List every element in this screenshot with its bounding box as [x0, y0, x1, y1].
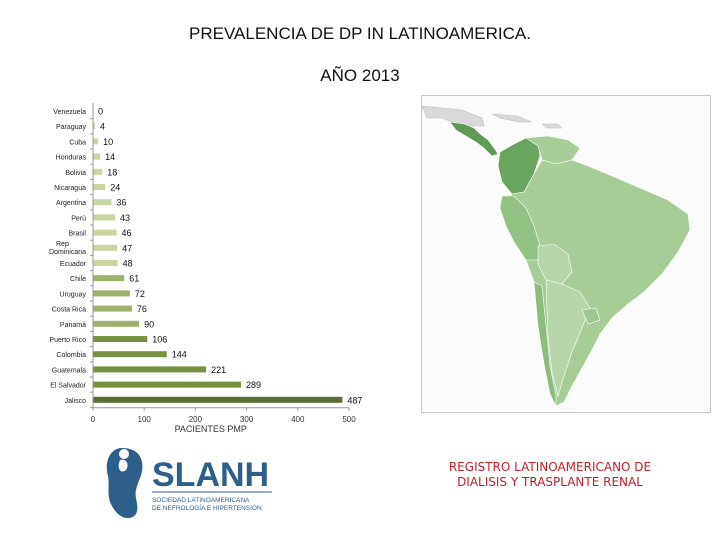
logo-tagline-1: SOCIEDAD LATINOAMERICANA — [152, 497, 250, 504]
value-label-uruguay: 72 — [135, 289, 145, 299]
bar-chile — [93, 275, 125, 282]
bar-ecuador — [93, 260, 118, 266]
value-label-guatemala: 221 — [211, 365, 226, 375]
bar-brasil — [93, 229, 117, 236]
x-tick-label: 0 — [91, 415, 96, 424]
category-label-ecuador: Ecuador — [60, 261, 87, 268]
value-label-puerto-rico: 106 — [152, 335, 167, 345]
value-label-rep-dominicana: 47 — [122, 243, 132, 253]
category-label-chile: Chile — [70, 276, 86, 283]
figure-head-icon — [119, 449, 129, 459]
prevalence-bar-chart: Venezuela 0 Paraguay 4 Cuba 10 Honduras 14 Boliv… — [49, 103, 362, 434]
map-chile — [533, 281, 557, 407]
map-argentina — [545, 279, 591, 398]
bar-paraguay — [93, 123, 96, 130]
category-label-paraguay: Paraguay — [56, 124, 86, 131]
value-label-panama: 90 — [144, 319, 154, 329]
category-label-honduras: Honduras — [56, 155, 87, 162]
x-axis-label: PACIENTES PMP — [175, 424, 247, 434]
x-tick-label: 400 — [291, 415, 305, 424]
bar-argentina — [93, 199, 112, 206]
map-central-america — [449, 121, 499, 157]
bar-nicaragua — [93, 184, 106, 190]
value-label-el-salvador: 289 — [246, 380, 261, 390]
value-label-honduras: 14 — [105, 152, 115, 162]
map-uruguay — [581, 307, 601, 325]
value-label-bolivia: 18 — [107, 167, 117, 177]
bar-el-salvador — [93, 381, 241, 388]
logo-name: SLANH — [152, 456, 269, 494]
value-label-venezuela: 0 — [98, 107, 103, 117]
bar-puerto-rico — [93, 336, 148, 342]
registry-caption: REGISTRO LATINOAMERICANO DE DIALISIS Y T… — [410, 460, 690, 490]
value-label-costa-rica: 76 — [137, 304, 147, 314]
value-label-argentina: 36 — [116, 198, 126, 208]
category-label-argentina: Argentina — [56, 200, 86, 207]
bar-honduras — [93, 153, 101, 160]
category-label-guatemala: Guatemala — [52, 367, 86, 374]
category-label-venezuela: Venezuela — [53, 109, 86, 116]
map-caribbean — [491, 113, 563, 129]
category-label-bolivia: Bolivia — [65, 170, 86, 177]
bar-panama — [93, 320, 140, 327]
value-label-cuba: 10 — [103, 137, 113, 147]
logo-tagline-2: DE NEFROLOGÍA E HIPERTENSIÓN — [152, 503, 262, 512]
value-label-peru: 43 — [120, 213, 130, 223]
bar-cuba — [93, 138, 99, 145]
bar-bolivia — [93, 168, 103, 175]
value-label-chile: 61 — [129, 274, 139, 284]
x-tick-label: 200 — [189, 415, 203, 424]
bar-guatemala — [93, 366, 207, 373]
bar-colombia — [93, 351, 167, 358]
registry-line-1: REGISTRO LATINOAMERICANO DE — [448, 460, 652, 474]
bar-rep-dominicana — [93, 244, 118, 251]
category-label-peru: Perú — [71, 215, 86, 222]
category-label-el-salvador: El Salvador — [50, 383, 86, 390]
category-label-puerto-rico: Puerto Rico — [49, 337, 86, 344]
category-label-rep-dominicana: Rep Dominicana — [49, 241, 86, 256]
map-mexico — [422, 105, 485, 127]
category-label-uruguay: Uruguay — [60, 291, 87, 298]
x-tick-label: 500 — [342, 415, 356, 424]
value-label-colombia: 144 — [172, 350, 187, 360]
registry-line-2: DIALISIS Y TRASPLANTE RENAL — [457, 475, 643, 489]
category-label-colombia: Colombia — [56, 352, 86, 359]
category-label-cuba: Cuba — [69, 139, 86, 146]
south-america-map — [421, 95, 711, 413]
page-subtitle: AÑO 2013 — [320, 66, 400, 85]
value-label-nicaragua: 24 — [110, 183, 120, 193]
value-label-paraguay: 4 — [100, 122, 105, 132]
slanh-logo: SLANH SOCIEDAD LATINOAMERICANA DE NEFROL… — [106, 448, 272, 519]
x-tick-label: 100 — [138, 415, 152, 424]
category-label-costa-rica: Costa Rica — [52, 307, 86, 314]
value-label-jalisco: 487 — [347, 395, 362, 405]
value-label-ecuador: 48 — [123, 259, 133, 269]
x-tick-label: 300 — [240, 415, 254, 424]
bar-uruguay — [93, 290, 130, 297]
page-title: PREVALENCIA DE DP IN LATINOAMERICA. — [189, 24, 531, 43]
category-label-nicaragua: Nicaragua — [54, 185, 86, 192]
category-label-panama: Panamá — [60, 322, 86, 329]
kidney-figure-icon — [106, 448, 143, 519]
category-label-jalisco: Jalisco — [65, 398, 87, 405]
value-label-brasil: 46 — [122, 228, 132, 238]
bar-jalisco — [93, 396, 343, 403]
map-bolivia — [537, 243, 573, 285]
category-label-brasil: Brasil — [68, 231, 86, 238]
bar-costa-rica — [93, 305, 132, 312]
bar-peru — [93, 214, 116, 221]
